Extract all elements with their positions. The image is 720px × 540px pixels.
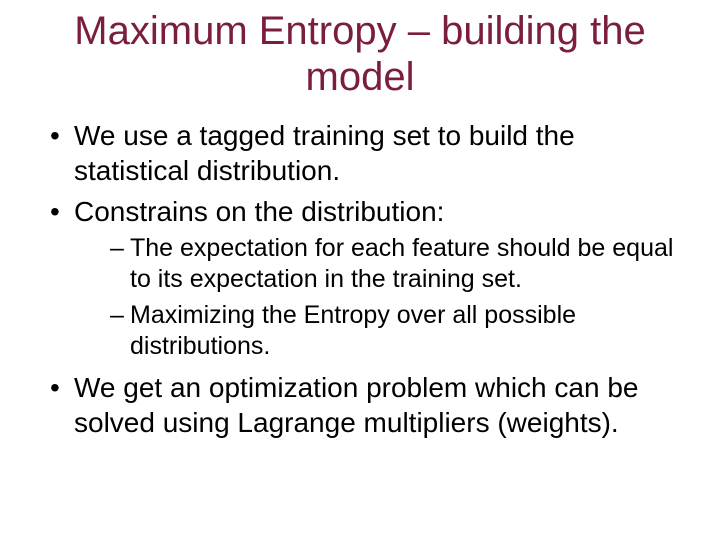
list-item: We get an optimization problem which can… bbox=[50, 370, 692, 440]
bullet-list: We use a tagged training set to build th… bbox=[28, 118, 692, 440]
slide: Maximum Entropy – building the model We … bbox=[0, 0, 720, 540]
bullet-text: Maximizing the Entropy over all possible… bbox=[130, 301, 576, 360]
bullet-text: We use a tagged training set to build th… bbox=[74, 120, 575, 186]
bullet-text: Constrains on the distribution: bbox=[74, 196, 444, 227]
sub-bullet-list: The expectation for each feature should … bbox=[74, 233, 692, 362]
list-item: We use a tagged training set to build th… bbox=[50, 118, 692, 188]
list-item: Constrains on the distribution: The expe… bbox=[50, 194, 692, 362]
list-item: The expectation for each feature should … bbox=[110, 233, 692, 296]
slide-title: Maximum Entropy – building the model bbox=[28, 8, 692, 100]
bullet-text: We get an optimization problem which can… bbox=[74, 372, 638, 438]
list-item: Maximizing the Entropy over all possible… bbox=[110, 300, 692, 363]
bullet-text: The expectation for each feature should … bbox=[130, 234, 673, 293]
